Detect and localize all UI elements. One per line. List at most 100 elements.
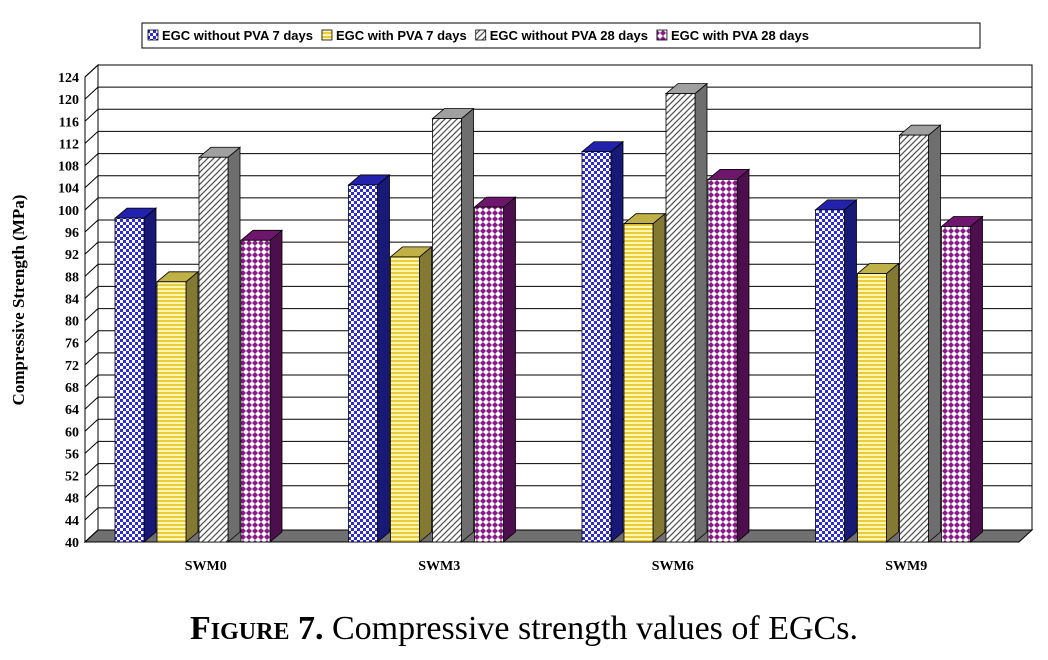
grid-line-side: [84, 418, 99, 432]
y-tick-label: 40: [65, 536, 79, 551]
bar-side: [143, 207, 157, 543]
bar-front: [815, 209, 845, 543]
bar-chart: 40 44 48 52 56 60 64 68 72 76 80 84 88 92 96 100 104 108 1…: [9, 22, 1034, 574]
y-tick-label: 88: [65, 270, 79, 285]
y-tick-label: 104: [58, 182, 79, 197]
legend-item: EGC without PVA 7 days: [147, 28, 313, 43]
grid-line-side: [84, 219, 99, 233]
bar: [113, 207, 158, 543]
bar-side: [503, 196, 516, 543]
grid-line-side: [84, 263, 99, 277]
legend-swatch: [656, 29, 668, 41]
bar-side: [377, 174, 390, 543]
legend-label: EGC without PVA 7 days: [162, 28, 313, 43]
x-tick-label: SWM3: [418, 559, 460, 574]
grid-line-side: [84, 330, 99, 344]
grid-line-side: [84, 86, 99, 100]
legend-item: EGC with PVA 28 days: [656, 28, 809, 43]
grid-line-side: [84, 463, 99, 476]
bars: [113, 82, 984, 543]
bar-front: [857, 273, 887, 543]
x-tick-label: SWM0: [185, 559, 227, 574]
figure-caption: Figure 7. Compressive strength values of…: [0, 610, 1048, 648]
bar: [389, 246, 433, 543]
bar: [940, 215, 984, 543]
grid-line-side: [84, 175, 99, 189]
y-tick-label: 72: [65, 359, 79, 374]
legend-label: EGC without PVA 28 days: [490, 28, 648, 43]
x-axis: SWM0 SWM3 SWM6 SWM9: [185, 559, 928, 574]
bar: [239, 229, 284, 543]
bar: [347, 174, 391, 543]
bar-front: [114, 217, 145, 543]
y-tick-label: 112: [59, 137, 79, 152]
bar-front: [941, 226, 971, 543]
y-tick-label: 116: [59, 115, 79, 130]
y-tick-label: 100: [58, 204, 79, 219]
bar-side: [185, 270, 199, 543]
grid-line-side: [84, 308, 99, 321]
bar: [580, 140, 625, 543]
legend-item: EGC with PVA 7 days: [321, 28, 467, 43]
legend-swatch: [147, 29, 159, 41]
y-axis: 40 44 48 52 56 60 64 68 72 76 80 84 88 92 96 100 104 108 1…: [58, 71, 79, 551]
bar: [898, 124, 942, 543]
bar: [155, 270, 200, 543]
x-tick-label: SWM9: [885, 559, 927, 574]
bar-front: [198, 156, 229, 543]
legend-swatch: [475, 29, 487, 41]
bar: [814, 199, 858, 543]
bar: [664, 82, 709, 543]
bar-side: [227, 146, 241, 543]
legend: EGC without PVA 7 days EGC with PVA 7 day…: [141, 22, 981, 49]
bar-front: [707, 179, 738, 543]
bar-front: [474, 206, 504, 543]
y-tick-label: 76: [65, 337, 79, 352]
grid-line-side: [84, 507, 99, 521]
bar-front: [348, 184, 378, 543]
bar-front: [390, 256, 420, 543]
y-tick-label: 52: [65, 470, 79, 485]
y-tick-label: 68: [65, 381, 79, 396]
bar: [431, 107, 475, 543]
grid-line-side: [84, 241, 99, 255]
grid-line-side: [84, 441, 99, 454]
bar-front: [899, 134, 929, 543]
y-tick-label: 80: [65, 315, 79, 330]
grid-line-side: [84, 396, 99, 410]
bar-side: [461, 107, 474, 543]
bar: [856, 262, 900, 543]
figure-label: Figure 7.: [190, 610, 324, 647]
bar: [197, 146, 242, 543]
grid-line-side: [84, 108, 99, 122]
y-tick-label: 96: [65, 226, 79, 241]
bar-side: [694, 82, 708, 543]
y-tick-label: 60: [65, 425, 79, 440]
caption-text: Compressive strength values of EGCs.: [323, 610, 858, 647]
plot-side-wall: [84, 63, 99, 544]
grid-line-side: [84, 529, 99, 543]
bar-side: [269, 229, 283, 543]
y-tick-label: 44: [65, 514, 79, 529]
grid-line-side: [84, 64, 99, 78]
x-tick-label: SWM6: [652, 559, 694, 574]
y-tick-label: 108: [58, 160, 79, 175]
grid-line-side: [84, 352, 99, 366]
bar-side: [652, 212, 666, 543]
grid-line-side: [84, 131, 99, 144]
y-tick-label: 92: [65, 248, 79, 263]
bar-front: [156, 281, 187, 543]
grid-line-side: [84, 153, 99, 166]
legend-label: EGC with PVA 28 days: [671, 28, 809, 43]
y-axis-label: Compressive Strength (MPa): [9, 195, 28, 406]
grid-line-side: [84, 485, 99, 499]
y-tick-label: 120: [58, 93, 79, 108]
y-tick-label: 56: [65, 447, 79, 462]
y-tick-label: 124: [58, 71, 79, 86]
bar-side: [419, 246, 432, 543]
bar-front: [432, 118, 462, 543]
legend-item: EGC without PVA 28 days: [475, 28, 648, 43]
bar-side: [736, 168, 750, 543]
grid-line-side: [84, 286, 99, 299]
bar-side: [844, 199, 857, 543]
